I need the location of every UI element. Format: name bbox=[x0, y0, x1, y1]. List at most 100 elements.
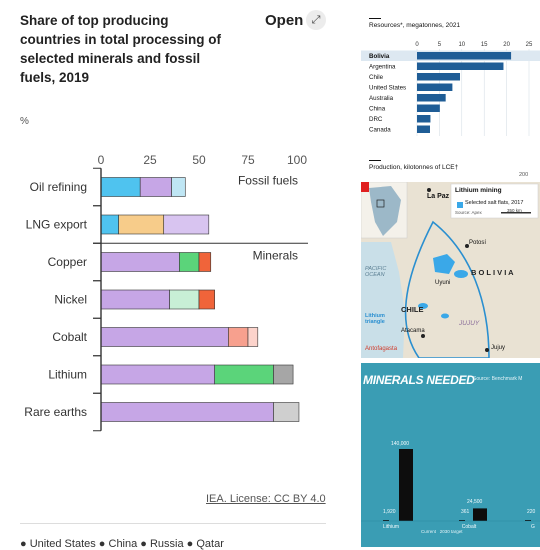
iea-chart-card: Share of top producing countries in tota… bbox=[20, 10, 326, 550]
x-tick-label: 0 bbox=[415, 42, 419, 48]
bar-segment bbox=[100, 364, 215, 385]
divider bbox=[20, 523, 326, 524]
value-label: 1,920 bbox=[383, 509, 396, 515]
x-tick-label: 10 bbox=[458, 42, 465, 48]
x-tick-label: 5 bbox=[438, 42, 442, 48]
bar bbox=[417, 125, 430, 133]
resources-title: Resources*, megatonnes, 2021 bbox=[369, 22, 461, 29]
label-uyuni: Uyuni bbox=[435, 280, 451, 286]
label-atacama: Atacama bbox=[401, 328, 425, 334]
category-label: Cobalt bbox=[52, 330, 87, 344]
bar-segment bbox=[139, 177, 172, 197]
category-label: China bbox=[369, 106, 386, 113]
category-label: Copper bbox=[48, 255, 87, 269]
value-label: 220 bbox=[527, 509, 536, 515]
label-chile: CHILE bbox=[401, 305, 424, 314]
production-title: Production, kilotonnes of LCE† bbox=[369, 164, 459, 171]
bar-segment bbox=[247, 327, 259, 347]
map-source: Source: Apex bbox=[455, 210, 482, 215]
bar-segment bbox=[169, 289, 200, 310]
group-label: Minerals bbox=[253, 248, 298, 262]
bar bbox=[417, 115, 431, 123]
value-label: 361 bbox=[461, 509, 470, 515]
bar bbox=[417, 73, 461, 81]
bar-segment bbox=[214, 364, 274, 385]
bar-segment bbox=[100, 214, 119, 235]
bar-segment bbox=[228, 327, 249, 347]
bar bbox=[417, 52, 512, 60]
map-scale: 350 km bbox=[507, 208, 522, 213]
bar-current bbox=[459, 520, 465, 521]
bar-segment bbox=[171, 177, 186, 197]
minerals-needed-panel: MINERALS NEEDED Source: Benchmark M 1,92… bbox=[361, 363, 540, 547]
lithium-map-panel: Lithium mining Selected salt flats, 2017… bbox=[361, 182, 540, 358]
group-label: Fossil fuels bbox=[238, 173, 298, 187]
bar-segment bbox=[100, 177, 141, 197]
legend-current: Current bbox=[421, 529, 437, 534]
category-label: Rare earths bbox=[24, 405, 87, 419]
bar-segment bbox=[163, 214, 210, 235]
legend-target: 2030 target bbox=[439, 529, 463, 534]
bar-segment bbox=[198, 289, 215, 310]
resources-bar-chart: 0 5 10 15 20 25 Bolivia Argentina Chile United St… bbox=[361, 42, 540, 136]
bar-segment bbox=[118, 214, 165, 235]
category-label: Argentina bbox=[369, 64, 396, 71]
category-label: Nickel bbox=[54, 293, 87, 307]
label-lithium-triangle: Lithium triangle bbox=[365, 313, 385, 325]
category-label: United States bbox=[369, 85, 406, 92]
category-label: Lithium bbox=[383, 524, 399, 530]
bar-segment bbox=[273, 402, 300, 422]
production-tick: 200 bbox=[519, 172, 529, 178]
minerals-needed-chart: 1,920 140,000 361 24,500 220 Lithium Cobalt G bbox=[361, 441, 540, 530]
needed-source: Source: Benchmark M bbox=[473, 376, 523, 382]
stacked-bar-chart: 0 25 50 75 100 Oil refining LNG export Copper Ni… bbox=[24, 153, 308, 432]
bar-segment bbox=[179, 252, 200, 272]
chart-title: Share of top producing countries in tota… bbox=[20, 13, 222, 85]
title-rule-2 bbox=[369, 160, 381, 161]
category-label: Chile bbox=[369, 74, 384, 81]
category-label: Oil refining bbox=[30, 180, 87, 194]
label-pacific: PACIFIC OCEAN bbox=[365, 266, 387, 278]
bar-segment bbox=[100, 252, 180, 272]
x-tick-label: 75 bbox=[241, 153, 255, 167]
bar bbox=[417, 62, 504, 70]
value-label: 24,500 bbox=[467, 499, 483, 505]
unit-label: % bbox=[20, 116, 29, 127]
map-legend: Selected salt flats, 2017 bbox=[465, 200, 524, 206]
category-label: DRC bbox=[369, 116, 383, 123]
value-label: 140,000 bbox=[391, 441, 409, 447]
bar-segment bbox=[100, 327, 229, 347]
open-button[interactable]: Open bbox=[265, 12, 304, 29]
label-la-paz: La Paz bbox=[427, 193, 450, 200]
needed-legend: Current 2030 target bbox=[421, 529, 463, 534]
x-tick-label: 25 bbox=[143, 153, 157, 167]
bar-target bbox=[473, 508, 487, 521]
lithium-map bbox=[361, 182, 540, 358]
label-bolivia: B O L I V I A bbox=[471, 268, 514, 277]
label-potosi: Potosí bbox=[469, 240, 487, 246]
label-antofagasta: Antofagasta bbox=[365, 346, 398, 352]
x-tick-label: 15 bbox=[481, 42, 488, 48]
x-tick-label: 25 bbox=[526, 42, 533, 48]
category-label: Cobalt bbox=[462, 524, 477, 530]
category-label: Australia bbox=[369, 95, 394, 102]
license-link[interactable]: IEA. License: CC BY 4.0 bbox=[206, 493, 326, 505]
bar bbox=[417, 83, 453, 91]
legend-peek: ● United States ● China ● Russia ● Qatar bbox=[20, 538, 224, 550]
expand-icon[interactable]: ⤢ bbox=[306, 10, 326, 30]
resources-chart-panel: Resources*, megatonnes, 2021 0 5 10 15 20 25 B… bbox=[361, 0, 540, 178]
category-label: G bbox=[531, 524, 535, 530]
needed-title: MINERALS NEEDED bbox=[363, 373, 475, 387]
label-jujuy-city: Jujuy bbox=[491, 345, 506, 351]
title-rule bbox=[369, 18, 381, 19]
category-label: Lithium bbox=[48, 368, 87, 382]
category-label: Canada bbox=[369, 127, 391, 134]
bar-target bbox=[399, 449, 413, 521]
bar-segment bbox=[198, 252, 212, 272]
bar-segment bbox=[273, 364, 294, 385]
x-tick-label: 50 bbox=[192, 153, 206, 167]
x-tick-label: 0 bbox=[98, 153, 105, 167]
map-title: Lithium mining bbox=[455, 187, 502, 194]
bar-current bbox=[383, 520, 389, 521]
bar-current bbox=[525, 520, 531, 521]
